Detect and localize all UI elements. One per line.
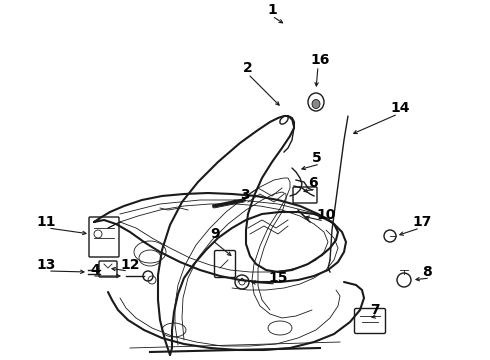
Text: 15: 15 [268, 271, 288, 285]
Text: 2: 2 [243, 61, 253, 75]
Text: 4: 4 [90, 263, 100, 277]
Text: 1: 1 [267, 3, 277, 17]
Text: 17: 17 [412, 215, 431, 229]
Text: 11: 11 [36, 215, 56, 229]
Text: 13: 13 [37, 258, 56, 272]
Text: 6: 6 [308, 176, 318, 190]
Ellipse shape [312, 99, 320, 108]
Text: 10: 10 [316, 208, 335, 222]
Text: 8: 8 [422, 265, 432, 279]
Text: 7: 7 [370, 303, 380, 317]
Text: 14: 14 [390, 101, 410, 115]
Text: 12: 12 [120, 258, 140, 272]
Text: 3: 3 [240, 188, 250, 202]
Text: 16: 16 [310, 53, 329, 67]
Text: 5: 5 [312, 151, 322, 165]
Text: 9: 9 [210, 227, 220, 241]
